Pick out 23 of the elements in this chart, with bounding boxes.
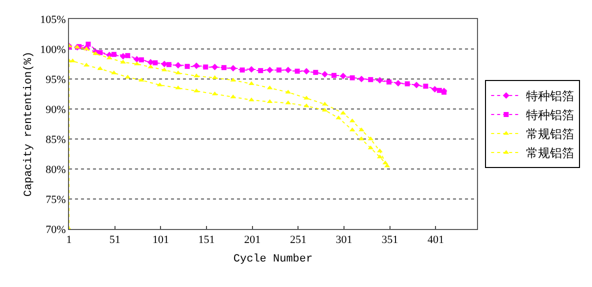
y-tick-label: 75% bbox=[46, 194, 66, 206]
legend-label: 常规铝箔 bbox=[526, 146, 574, 160]
legend-label: 常规铝箔 bbox=[526, 127, 574, 142]
legend-label: 特种铝箔 bbox=[526, 89, 574, 104]
x-tick-label: 351 bbox=[382, 234, 398, 246]
y-tick-label: 80% bbox=[46, 164, 66, 176]
x-axis-title: Cycle Number bbox=[233, 253, 313, 266]
y-axis-title: Capacity rentention(%) bbox=[22, 51, 35, 197]
x-tick-label: 301 bbox=[336, 234, 352, 246]
x-tick-label: 1 bbox=[66, 234, 72, 246]
y-tick-label: 85% bbox=[46, 134, 66, 146]
x-tick-label: 151 bbox=[198, 234, 215, 246]
legend-label: 特种铝箔 bbox=[526, 108, 574, 122]
x-tick-label: 401 bbox=[427, 234, 444, 246]
y-tick-label: 100% bbox=[40, 44, 66, 56]
x-tick-label: 201 bbox=[244, 234, 261, 246]
x-tick-label: 51 bbox=[109, 234, 120, 246]
y-tick-label: 95% bbox=[46, 74, 66, 86]
y-tick-label: 90% bbox=[46, 104, 66, 116]
x-tick-label: 101 bbox=[152, 234, 169, 246]
y-tick-label: 70% bbox=[46, 224, 66, 236]
y-tick-label: 105% bbox=[40, 14, 66, 26]
x-tick-label: 251 bbox=[290, 234, 306, 246]
